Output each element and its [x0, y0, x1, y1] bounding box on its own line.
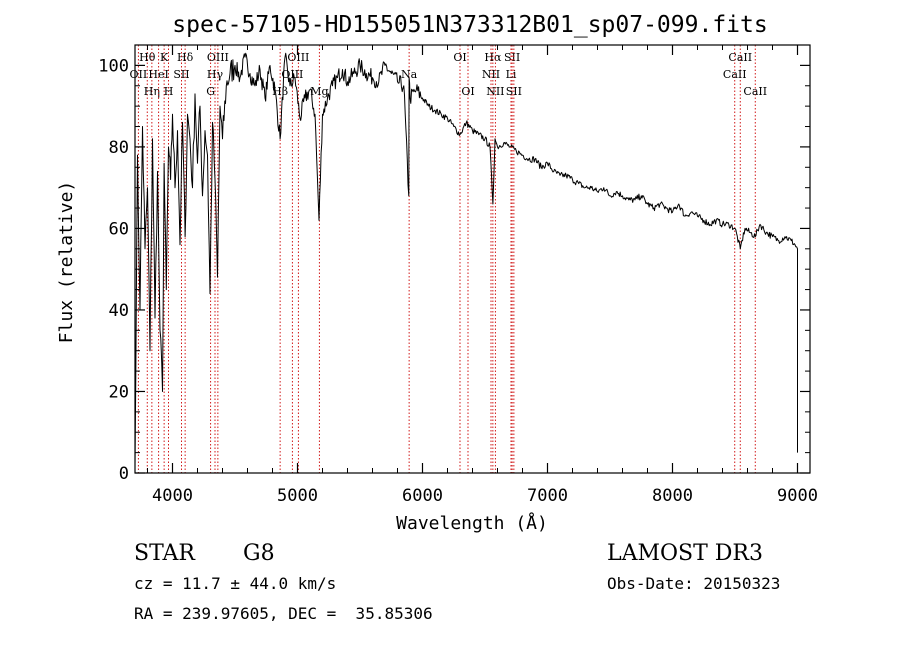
- coordinates-text: RA = 239.97605, DEC = 35.85306: [134, 604, 433, 623]
- y-tick-label-5: 100: [98, 56, 129, 76]
- marker-label-3: K: [160, 51, 169, 64]
- spectrum-series-0: [134, 52, 798, 465]
- object-class: STAR: [134, 541, 196, 566]
- marker-label-16: OI: [453, 51, 466, 64]
- x-tick-label-3: 7000: [527, 486, 568, 506]
- marker-label-11: OIII: [287, 51, 309, 64]
- x-axis-label: Wavelength (Å): [396, 512, 548, 534]
- y-tick-label-0: 0: [119, 464, 129, 484]
- marker-label-6: Hδ: [177, 51, 194, 64]
- marker-label-4: HeI: [148, 68, 168, 81]
- x-tick-label-0: 4000: [152, 486, 193, 506]
- marker-label-7: SII: [173, 68, 189, 81]
- marker-label-14: Mg: [310, 85, 328, 98]
- marker-label-1: OII: [130, 68, 148, 81]
- x-tick-label-1: 5000: [277, 486, 318, 506]
- series-layer: [134, 52, 798, 465]
- y-tick-label-4: 80: [109, 138, 129, 158]
- x-tick-label-5: 9000: [777, 486, 818, 506]
- marker-label-12: OIII: [281, 68, 303, 81]
- marker-label-0: Hθ: [139, 51, 156, 64]
- marker-label-19: SII: [504, 51, 520, 64]
- marker-label-15: Na: [401, 68, 418, 81]
- y-axis-label: Flux (relative): [56, 181, 77, 344]
- marker-label-20: NII: [482, 68, 500, 81]
- obs-date-text: Obs-Date: 20150323: [607, 574, 780, 593]
- survey-name: LAMOST DR3: [607, 541, 763, 566]
- marker-label-9: Hγ: [207, 68, 224, 81]
- plot-frame: [134, 44, 811, 474]
- marker-label-22: NII: [486, 85, 504, 98]
- marker-label-25: CaII: [723, 68, 747, 81]
- marker-label-2: Hη: [144, 85, 160, 98]
- marker-label-24: CaII: [728, 51, 752, 64]
- y-tick-label-1: 20: [109, 382, 129, 402]
- marker-label-8: OIII: [207, 51, 229, 64]
- y-tick-label-3: 60: [109, 219, 129, 239]
- object-subclass: G8: [243, 541, 275, 566]
- axis-ticks: 4000 5000 6000 7000 8000 9000 0 20 40 60 80 100: [98, 45, 818, 506]
- y-tick-label-2: 40: [109, 301, 129, 321]
- marker-label-26: CaII: [743, 85, 767, 98]
- marker-label-5: H: [164, 85, 174, 98]
- x-tick-label-2: 6000: [402, 486, 443, 506]
- marker-label-17: OI: [461, 85, 474, 98]
- marker-label-18: Hα: [484, 51, 502, 64]
- chart-title: spec-57105-HD155051N373312B01_sp07-099.f…: [172, 12, 767, 38]
- marker-label-10: G: [206, 85, 215, 98]
- marker-label-23: SII: [506, 85, 522, 98]
- x-tick-label-4: 8000: [652, 486, 693, 506]
- marker-label-21: Li: [506, 68, 517, 81]
- redshift-text: cz = 11.7 ± 44.0 km/s: [134, 574, 336, 593]
